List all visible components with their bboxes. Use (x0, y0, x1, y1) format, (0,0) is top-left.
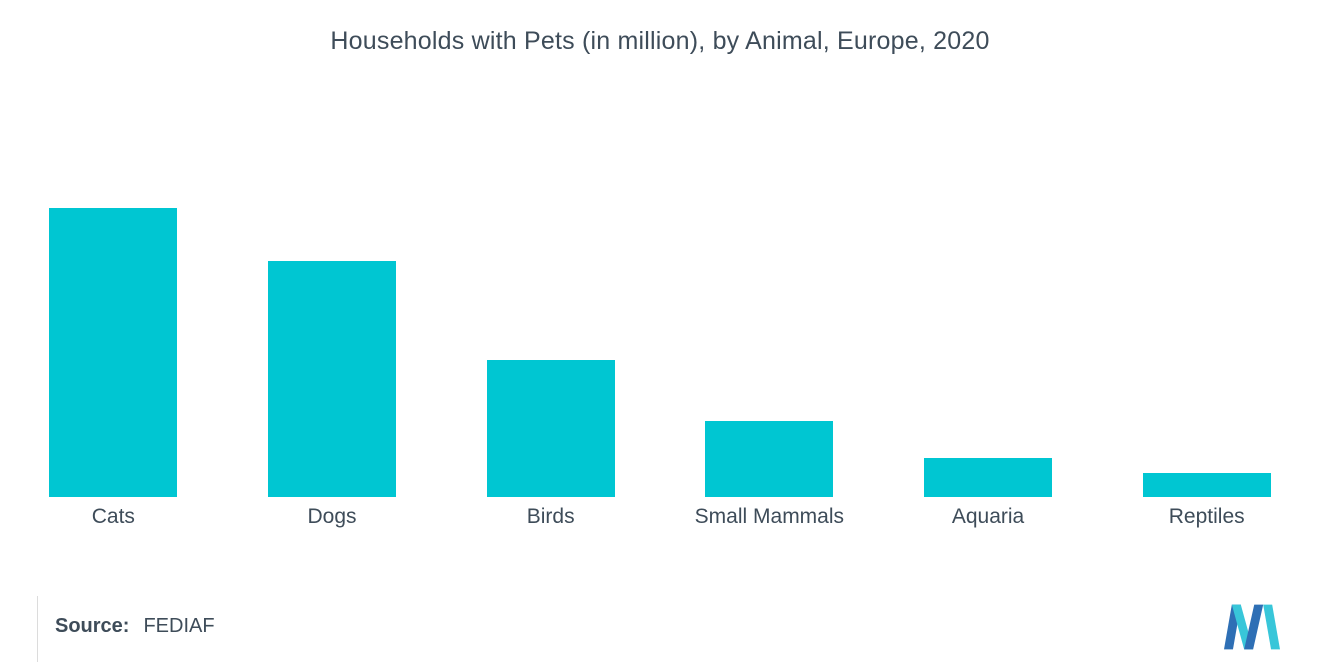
bar-column (441, 182, 660, 497)
bar-column (223, 182, 442, 497)
source-line: Source: FEDIAF (55, 615, 215, 638)
chart-title: Households with Pets (in million), by An… (330, 27, 990, 55)
bar-small-mammals (705, 421, 834, 497)
bar-plot-area (4, 182, 1316, 497)
category-label: Cats (91, 505, 135, 528)
bar-birds (486, 360, 615, 497)
category-label: Dogs (307, 505, 357, 528)
source-value: FEDIAF (143, 615, 215, 637)
bar-column (1097, 182, 1316, 497)
category-label: Reptiles (1168, 505, 1245, 528)
mordor-intelligence-logo (1224, 604, 1280, 650)
bar-aquaria (924, 458, 1053, 497)
bar-column (879, 182, 1098, 497)
bar-cats (49, 208, 178, 497)
bar-column (4, 182, 223, 497)
left-edge-divider (37, 596, 38, 662)
source-label: Source: (55, 615, 130, 637)
bar-column (660, 182, 879, 497)
category-label: Birds (526, 505, 575, 528)
category-label: Aquaria (951, 505, 1025, 528)
bar-dogs (268, 261, 396, 497)
category-axis: Cats Dogs Birds Small Mammals Aquaria Reptile… (4, 505, 1316, 529)
category-label: Small Mammals (694, 505, 845, 528)
bar-reptiles (1142, 473, 1271, 497)
